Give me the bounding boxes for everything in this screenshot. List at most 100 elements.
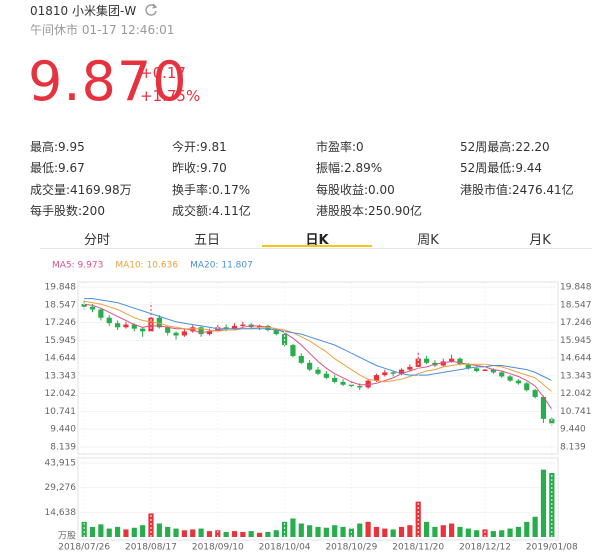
candle-body — [223, 327, 229, 329]
volume-bar — [390, 529, 396, 537]
tab-active-underline — [262, 245, 372, 247]
volume-bar — [240, 531, 246, 537]
candle-body — [449, 358, 455, 362]
volume-bar — [457, 526, 463, 537]
volume-bar — [398, 526, 405, 537]
y-tick-label-right: 9.440 — [560, 425, 586, 435]
volume-frame — [77, 457, 559, 541]
stat-item: 市盈率:0 — [316, 140, 364, 154]
x-tick-label: 2019/01/08 — [526, 543, 578, 553]
ma-line — [84, 300, 553, 392]
candle-body — [298, 355, 304, 363]
candle-body — [540, 396, 547, 419]
volume-bar — [273, 530, 279, 537]
y-tick-label: 10.741 — [45, 407, 77, 417]
ma-line — [84, 298, 553, 382]
stat-item: 港股股本:250.90亿 — [316, 204, 423, 218]
candle-body — [507, 376, 513, 381]
volume-bar — [148, 513, 154, 537]
candle-body — [348, 384, 355, 387]
candle-body — [490, 369, 496, 373]
y-tick-label: 18.547 — [45, 300, 77, 310]
volume-bar — [256, 532, 263, 537]
tab[interactable]: 五日 — [193, 233, 220, 248]
y-tick-label: 9.440 — [50, 425, 76, 435]
stat-item: 52周最低:9.44 — [460, 161, 543, 175]
tab[interactable]: 月K — [529, 233, 551, 248]
candle-body — [532, 390, 538, 397]
candle-body — [190, 327, 196, 332]
candle-body — [231, 325, 238, 329]
volume-bar — [181, 530, 187, 537]
candle-body — [106, 317, 112, 324]
volume-tick-label: 43,915 — [45, 459, 77, 469]
volume-bar — [323, 527, 329, 537]
x-tick-label: 2018/10/29 — [325, 543, 377, 553]
tab[interactable]: 分时 — [83, 233, 110, 248]
price-change: +0.17 — [140, 64, 186, 82]
y-tick-label: 19.848 — [45, 283, 77, 293]
candle-body — [81, 304, 87, 307]
candle-body — [131, 324, 137, 329]
candle-body — [474, 368, 480, 372]
stat-item: 成交额:4.11亿 — [172, 204, 251, 218]
stat-item: 港股市值:2476.41亿 — [460, 183, 574, 197]
market-status: 午间休市 01-17 12:46:01 — [30, 23, 175, 37]
x-tick-label: 2018/10/04 — [259, 543, 311, 553]
volume-bar — [532, 516, 538, 537]
refresh-icon[interactable] — [144, 3, 158, 17]
candle-body — [198, 327, 204, 335]
volume-bar — [449, 523, 455, 537]
volume-bar — [524, 521, 530, 537]
volume-bar — [298, 523, 304, 537]
y-tick-label: 8.139 — [50, 443, 76, 453]
volume-bar — [432, 526, 438, 537]
volume-bar — [231, 531, 238, 537]
stat-item: 最高:9.95 — [30, 140, 85, 154]
price-change-pct: +1.75% — [140, 87, 201, 105]
volume-bar — [357, 523, 363, 537]
candle-body — [365, 380, 371, 388]
candle-body — [382, 372, 388, 376]
volume-bar — [265, 531, 271, 537]
volume-bar — [223, 531, 229, 537]
volume-bar — [340, 526, 346, 537]
candle-body — [357, 386, 363, 388]
candle-body — [98, 309, 104, 318]
volume-bar — [281, 521, 288, 537]
x-tick-label: 2018/07/26 — [58, 543, 110, 553]
stat-item: 振幅:2.89% — [316, 161, 383, 175]
stock-header: 01810 小米集团-W — [30, 1, 158, 19]
candle-body — [323, 373, 329, 378]
y-tick-label-right: 15.945 — [560, 336, 592, 346]
tab[interactable]: 周K — [417, 233, 439, 248]
x-tick-label: 2018/09/10 — [192, 543, 244, 553]
candle-body — [114, 323, 121, 328]
volume-bar — [89, 526, 96, 537]
volume-bar — [315, 526, 321, 537]
volume-bar — [156, 523, 162, 537]
tab[interactable]: 日K — [305, 233, 329, 248]
stat-item: 最低:9.67 — [30, 161, 85, 175]
x-tick-label: 2018/11/20 — [392, 543, 444, 553]
volume-bar — [206, 531, 213, 537]
candle-body — [240, 324, 246, 326]
candle-body — [415, 358, 421, 367]
y-tick-label: 17.246 — [45, 318, 77, 328]
candle-body — [290, 345, 296, 356]
volume-bar — [465, 528, 471, 537]
candle-body — [215, 327, 221, 332]
candle-body — [515, 380, 522, 384]
volume-bar — [365, 521, 371, 537]
stat-item: 52周最高:22.20 — [460, 140, 550, 154]
volume-bar — [140, 525, 146, 537]
volume-bar — [515, 526, 522, 537]
candle-body — [123, 324, 129, 328]
volume-bar — [540, 469, 547, 537]
volume-bar — [173, 528, 179, 537]
volume-bar — [81, 521, 87, 537]
y-tick-label: 15.945 — [45, 336, 77, 346]
tab-bar — [40, 228, 592, 249]
candle-body — [273, 330, 279, 335]
